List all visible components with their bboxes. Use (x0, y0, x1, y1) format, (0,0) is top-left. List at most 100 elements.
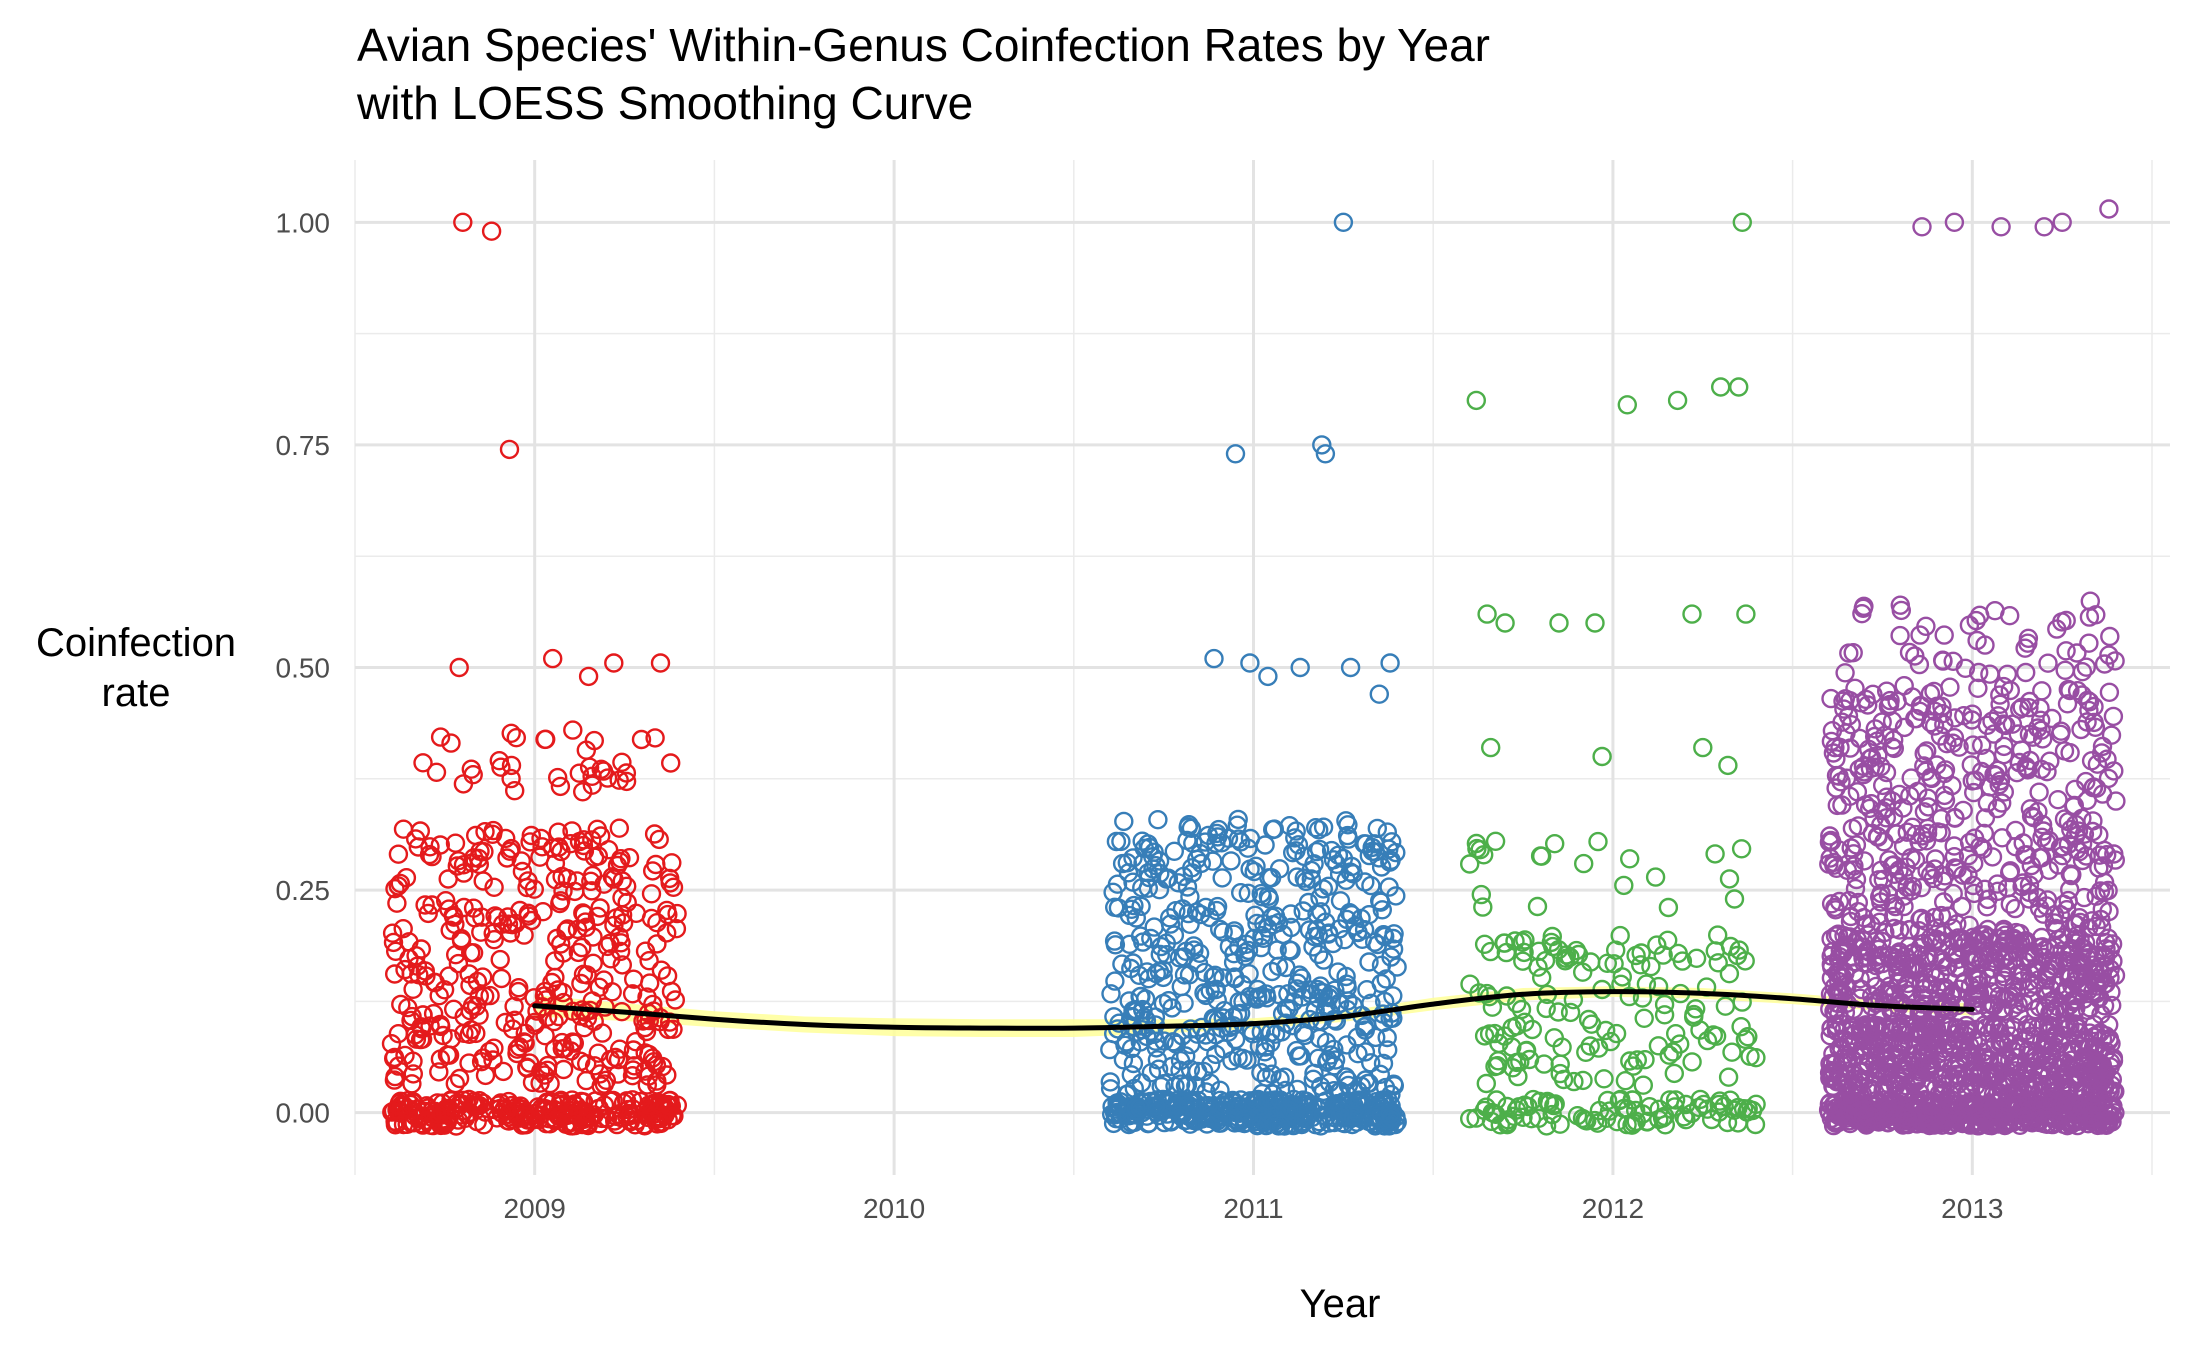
data-point (1908, 955, 1929, 976)
data-point (1487, 1055, 1508, 1076)
data-point (1732, 212, 1753, 233)
data-point (1715, 996, 1736, 1016)
data-point (1992, 828, 2012, 848)
data-point (1298, 892, 1319, 913)
data-point (1338, 991, 1358, 1011)
y-axis-label: Coinfection rate (0, 618, 272, 718)
data-point (1914, 1018, 1935, 1038)
data-point (2072, 662, 2093, 682)
data-point (1104, 897, 1125, 917)
data-point (1829, 947, 1850, 967)
data-point (1208, 819, 1229, 840)
data-point (395, 1045, 415, 1066)
data-point (1633, 1075, 1654, 1095)
data-point (1945, 807, 1965, 828)
data-point (420, 837, 440, 857)
data-point (1912, 217, 1932, 237)
data-point (390, 873, 410, 894)
data-point (1714, 1096, 1734, 1117)
data-point (448, 953, 469, 974)
data-point (1933, 1051, 1954, 1071)
data-point (1854, 1099, 1875, 1120)
data-point (1607, 1111, 1627, 1132)
data-point (1355, 1042, 1376, 1062)
data-point (2050, 724, 2071, 744)
data-point (1222, 1051, 1242, 1071)
data-point (2032, 814, 2053, 835)
data-point (595, 997, 615, 1017)
data-point (466, 1023, 486, 1044)
data-point (507, 1043, 527, 1064)
data-point (1731, 839, 1752, 859)
data-point (1865, 719, 1886, 739)
data-point (1156, 945, 1177, 965)
data-point (2060, 680, 2080, 701)
data-point (435, 1103, 456, 1123)
data-point (597, 936, 618, 957)
data-point (1207, 990, 1227, 1010)
data-point (2041, 1114, 2061, 1135)
data-point (1290, 657, 1310, 678)
data-point (1993, 745, 2014, 765)
data-point (2082, 1111, 2102, 1131)
data-point (1953, 930, 1973, 951)
data-point (1121, 1038, 1142, 1059)
data-point (2008, 934, 2028, 954)
data-point (2052, 612, 2072, 632)
data-point (1829, 840, 1849, 860)
data-point (393, 1114, 414, 1135)
data-point (1502, 1037, 1522, 1057)
data-point (1578, 1009, 1599, 1030)
data-point (2086, 1036, 2107, 1057)
data-point (579, 757, 600, 777)
data-point (610, 1039, 630, 1059)
data-point (577, 1054, 597, 1074)
data-point (441, 1029, 461, 1049)
data-point (582, 830, 602, 850)
data-point (1530, 846, 1551, 866)
data-point (459, 1053, 479, 1073)
data-point (1665, 1023, 1686, 1044)
data-point (1234, 1113, 1255, 1134)
data-point (1105, 935, 1126, 955)
data-point (1697, 1030, 1718, 1051)
data-point (1585, 613, 1605, 633)
data-point (1282, 843, 1303, 863)
data-point (1664, 1063, 1685, 1084)
data-point (527, 1001, 547, 1021)
data-point (1130, 1098, 1150, 1118)
data-point (1987, 798, 2008, 819)
data-point (587, 906, 608, 927)
data-point (411, 939, 431, 959)
data-point (1348, 1094, 1368, 1114)
data-point (1820, 1093, 1840, 1113)
data-point (1308, 820, 1329, 840)
data-point (649, 829, 669, 850)
data-point (1255, 835, 1275, 855)
data-point (2090, 881, 2111, 901)
data-point (645, 728, 665, 748)
data-point (657, 966, 678, 986)
data-point (2093, 1075, 2114, 1095)
data-point (604, 653, 624, 673)
data-point (512, 861, 533, 882)
data-point (1925, 849, 1946, 869)
data-point (396, 868, 417, 888)
data-point (1177, 830, 1197, 851)
data-point (2030, 710, 2051, 730)
data-point (1106, 831, 1127, 852)
data-point (550, 776, 571, 797)
data-point (1845, 878, 1866, 899)
data-point (1854, 953, 1874, 973)
data-point (1654, 994, 1675, 1015)
data-point (1153, 967, 1174, 988)
data-point (1476, 1073, 1497, 1094)
data-point (1328, 962, 1348, 982)
data-point (521, 910, 542, 931)
data-point (1819, 854, 1839, 874)
data-point (1970, 1114, 1991, 1135)
data-point (1228, 829, 1249, 849)
data-point (2019, 963, 2040, 983)
data-point (1966, 1019, 1986, 1040)
data-point (1196, 897, 1216, 918)
